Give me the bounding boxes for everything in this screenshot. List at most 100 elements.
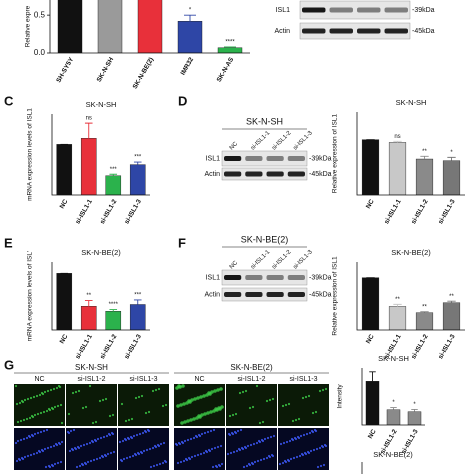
bar	[407, 411, 422, 425]
cell	[30, 433, 34, 437]
cell	[255, 384, 259, 388]
cell	[88, 441, 92, 445]
blot-membrane	[221, 167, 308, 181]
x-tick-label: SH-SY5Y	[55, 56, 75, 84]
cell	[199, 452, 203, 456]
cell	[154, 388, 158, 392]
axes	[361, 368, 425, 426]
cell	[72, 428, 76, 432]
cell	[119, 458, 123, 462]
cell	[19, 419, 23, 423]
cell	[37, 449, 41, 453]
cell	[98, 399, 102, 403]
cell	[200, 432, 204, 436]
y-axis-label: Relative expre	[25, 5, 32, 47]
cell	[138, 432, 142, 436]
chart-title: SK-N-BE(2)	[81, 248, 121, 257]
cell	[45, 409, 49, 413]
cell	[88, 384, 92, 388]
cell	[133, 452, 137, 456]
cell	[120, 402, 124, 406]
cell	[36, 412, 40, 416]
cell	[240, 446, 244, 450]
y-axis-label: Intensity	[337, 384, 344, 409]
cell	[257, 439, 261, 443]
cell	[96, 437, 100, 441]
cell	[199, 395, 203, 399]
bar	[97, 0, 123, 53]
blot-band	[224, 156, 242, 161]
blot-size: -39kDa	[309, 274, 332, 281]
cell	[182, 459, 186, 463]
cell	[151, 446, 155, 450]
cell	[118, 440, 122, 444]
bar	[177, 21, 203, 53]
error-bar	[133, 161, 142, 165]
axes	[51, 262, 150, 331]
cell	[57, 384, 61, 388]
micrograph	[14, 384, 65, 426]
blot-band	[266, 171, 284, 177]
cell	[40, 391, 44, 395]
x-tick-label: SK-N-BE(2)	[132, 56, 156, 90]
cell	[131, 454, 135, 458]
micrograph	[118, 384, 169, 426]
bar	[105, 311, 122, 330]
cell	[106, 452, 110, 456]
cell	[323, 443, 327, 447]
cell	[132, 434, 136, 438]
cell	[23, 455, 27, 459]
cell	[320, 444, 324, 448]
blot-membrane	[221, 150, 308, 167]
bar	[80, 138, 97, 195]
cell	[121, 439, 125, 443]
cell	[245, 464, 249, 468]
cell	[148, 447, 152, 451]
cell	[45, 428, 49, 432]
cell	[35, 394, 39, 398]
cell	[213, 389, 217, 393]
cell	[237, 447, 241, 451]
cell	[230, 431, 234, 435]
cell	[250, 461, 254, 465]
cell	[153, 444, 157, 448]
significance-label: ***	[134, 293, 142, 299]
cell	[26, 397, 30, 401]
cell	[142, 449, 146, 453]
cell	[267, 454, 271, 458]
cell	[29, 453, 33, 457]
cell	[193, 397, 197, 401]
cell	[111, 413, 115, 417]
cell	[60, 440, 64, 444]
cell	[299, 434, 303, 438]
cell	[187, 399, 191, 403]
significance-label: **	[422, 149, 427, 155]
blot-title: SK-N-SH	[246, 116, 283, 126]
bar	[57, 0, 83, 53]
cell	[260, 438, 264, 442]
cell	[197, 414, 201, 418]
imaging-lane-label: si-ISL1-3	[289, 376, 317, 383]
cell	[39, 411, 43, 415]
cell	[49, 445, 53, 449]
cell	[57, 441, 61, 445]
lane-label: si-ISL1-2	[271, 249, 293, 271]
panel-letter: G	[4, 357, 14, 372]
cell	[129, 435, 133, 439]
error-bar	[109, 309, 118, 312]
bar	[80, 306, 97, 330]
blot-band	[287, 171, 305, 177]
cell	[186, 438, 190, 442]
cell	[190, 398, 194, 402]
significance-label: ****	[225, 40, 235, 46]
error-bar	[84, 122, 93, 139]
imaging-lane-label: si-ISL1-2	[77, 376, 105, 383]
cell	[32, 395, 36, 399]
cell	[192, 436, 196, 440]
cell	[177, 384, 181, 388]
cell	[242, 465, 246, 469]
cell	[73, 446, 77, 450]
x-tick-label: SK-N-SH	[96, 56, 116, 83]
lane-label: si-ISL1-2	[271, 130, 293, 152]
error-bar	[84, 300, 93, 307]
